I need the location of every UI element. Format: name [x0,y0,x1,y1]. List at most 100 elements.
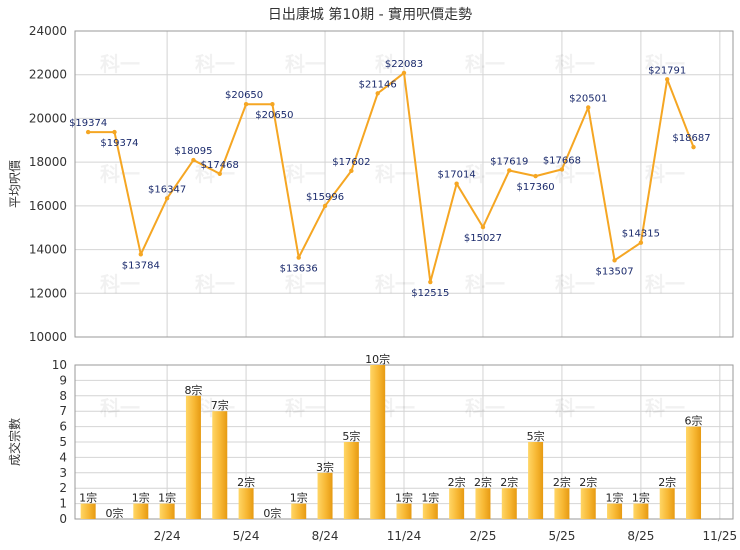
price-point [243,102,249,107]
volume-bar-label: 5宗 [527,429,545,443]
watermark-text: 科一 [555,162,595,186]
volume-bar [580,488,596,519]
price-data-label: $22083 [385,59,423,70]
price-data-label: $17014 [438,170,476,181]
price-data-label: $17619 [490,156,528,167]
x-axis-tick: 11/25 [703,529,738,543]
price-point [296,255,301,260]
volume-bar [528,442,544,519]
volume-bar-label: 1宗 [421,491,439,505]
volume-bar-label: 1宗 [79,491,97,505]
price-data-label: $21146 [359,79,397,90]
price-data-label: $19374 [100,138,138,149]
price-point [138,252,143,257]
price-y-tick: 20000 [29,111,67,125]
watermark-text: 科一 [465,52,505,76]
price-line-chart: 10000 12000 14000 16000 18000 20000 22000 24000… [8,24,734,344]
price-data-label: $14315 [622,229,660,240]
volume-bar-label: 3宗 [316,460,334,474]
volume-bar-label: 1宗 [158,491,176,505]
volume-bar-label: 10宗 [365,352,390,366]
volume-bar-label: 0宗 [105,506,123,520]
price-point [507,168,512,173]
volume-bar-label: 1宗 [632,491,650,505]
price-point [612,258,617,263]
volume-y-tick: 0 [59,512,67,526]
volume-y-tick: 10 [52,358,67,372]
volume-bar-label: 2宗 [237,475,255,489]
watermark-text: 科一 [465,272,505,296]
volume-bar [686,426,702,519]
price-data-label: $17668 [543,155,581,166]
watermark-text: 科一 [285,272,325,296]
volume-y-tick: 8 [59,389,67,403]
watermark-text: 科一 [100,272,140,296]
price-data-label: $15027 [464,233,502,244]
watermark-text: 科一 [195,272,235,296]
volume-bar-label: 7宗 [211,398,229,412]
volume-bar [185,395,201,519]
watermark-text: 科一 [555,52,595,76]
volume-bar-label: 0宗 [263,506,281,520]
watermark-text: 科一 [645,272,685,296]
price-data-label: $17360 [517,182,555,193]
price-data-label: $12515 [411,288,449,299]
price-data-label: $21791 [648,65,686,76]
price-point [533,173,538,179]
volume-bar [659,488,675,519]
volume-y-tick: 7 [59,404,67,418]
price-data-label: $17602 [332,157,370,168]
price-point [480,224,486,230]
watermark-text: 科一 [285,52,325,76]
volume-bar-label: 1宗 [132,491,150,505]
price-data-label: $19374 [69,118,107,129]
x-axis-tick: 8/24 [312,529,339,543]
volume-y-tick: 1 [59,497,67,511]
price-data-label: $15996 [306,192,344,203]
watermark-text: 科一 [100,52,140,76]
volume-bar [422,503,438,519]
price-y-tick: 10000 [29,330,67,344]
watermark-text: 科一 [555,396,595,420]
price-plot-frame [74,30,734,338]
price-data-label: $16347 [148,184,186,195]
watermark-text: 科一 [465,396,505,420]
watermark-text: 科一 [375,162,415,186]
volume-bar-label: 1宗 [395,491,413,505]
volume-bar-label: 2宗 [474,475,492,489]
price-point [559,167,565,172]
price-y-tick: 14000 [29,243,67,257]
price-data-label: $13636 [280,264,318,275]
price-y-axis-title: 平均呎價 [8,160,22,208]
price-y-tick: 16000 [29,199,67,213]
volume-bar [554,488,570,519]
watermark-text: 科一 [100,162,140,186]
volume-y-tick: 6 [59,420,67,434]
volume-bar [633,503,649,519]
price-data-label: $18095 [174,146,212,157]
volume-bar-label: 2宗 [500,475,518,489]
volume-y-tick: 9 [59,373,67,387]
volume-bar-label: 1宗 [290,491,308,505]
volume-bar [607,503,623,519]
price-data-label: $17468 [201,160,239,171]
volume-bar-label: 2宗 [658,475,676,489]
volume-bar-label: 2宗 [579,475,597,489]
x-axis-tick: 11/24 [387,529,422,543]
watermark-text: 科一 [645,52,685,76]
price-data-label: $18687 [672,133,710,144]
price-data-label: $13784 [122,260,160,271]
price-point [349,168,354,174]
watermark-text: 科一 [555,272,595,296]
price-point [322,203,328,209]
volume-bar [212,411,228,519]
watermark-text: 科一 [645,396,685,420]
volume-y-axis-title: 成交宗數 [7,418,22,466]
price-data-label: $13507 [595,266,633,277]
volume-bar [343,442,359,519]
price-data-label: $20650 [225,90,263,101]
volume-bar [317,472,333,519]
volume-bar [159,503,175,519]
watermark-text: 科一 [100,396,140,420]
